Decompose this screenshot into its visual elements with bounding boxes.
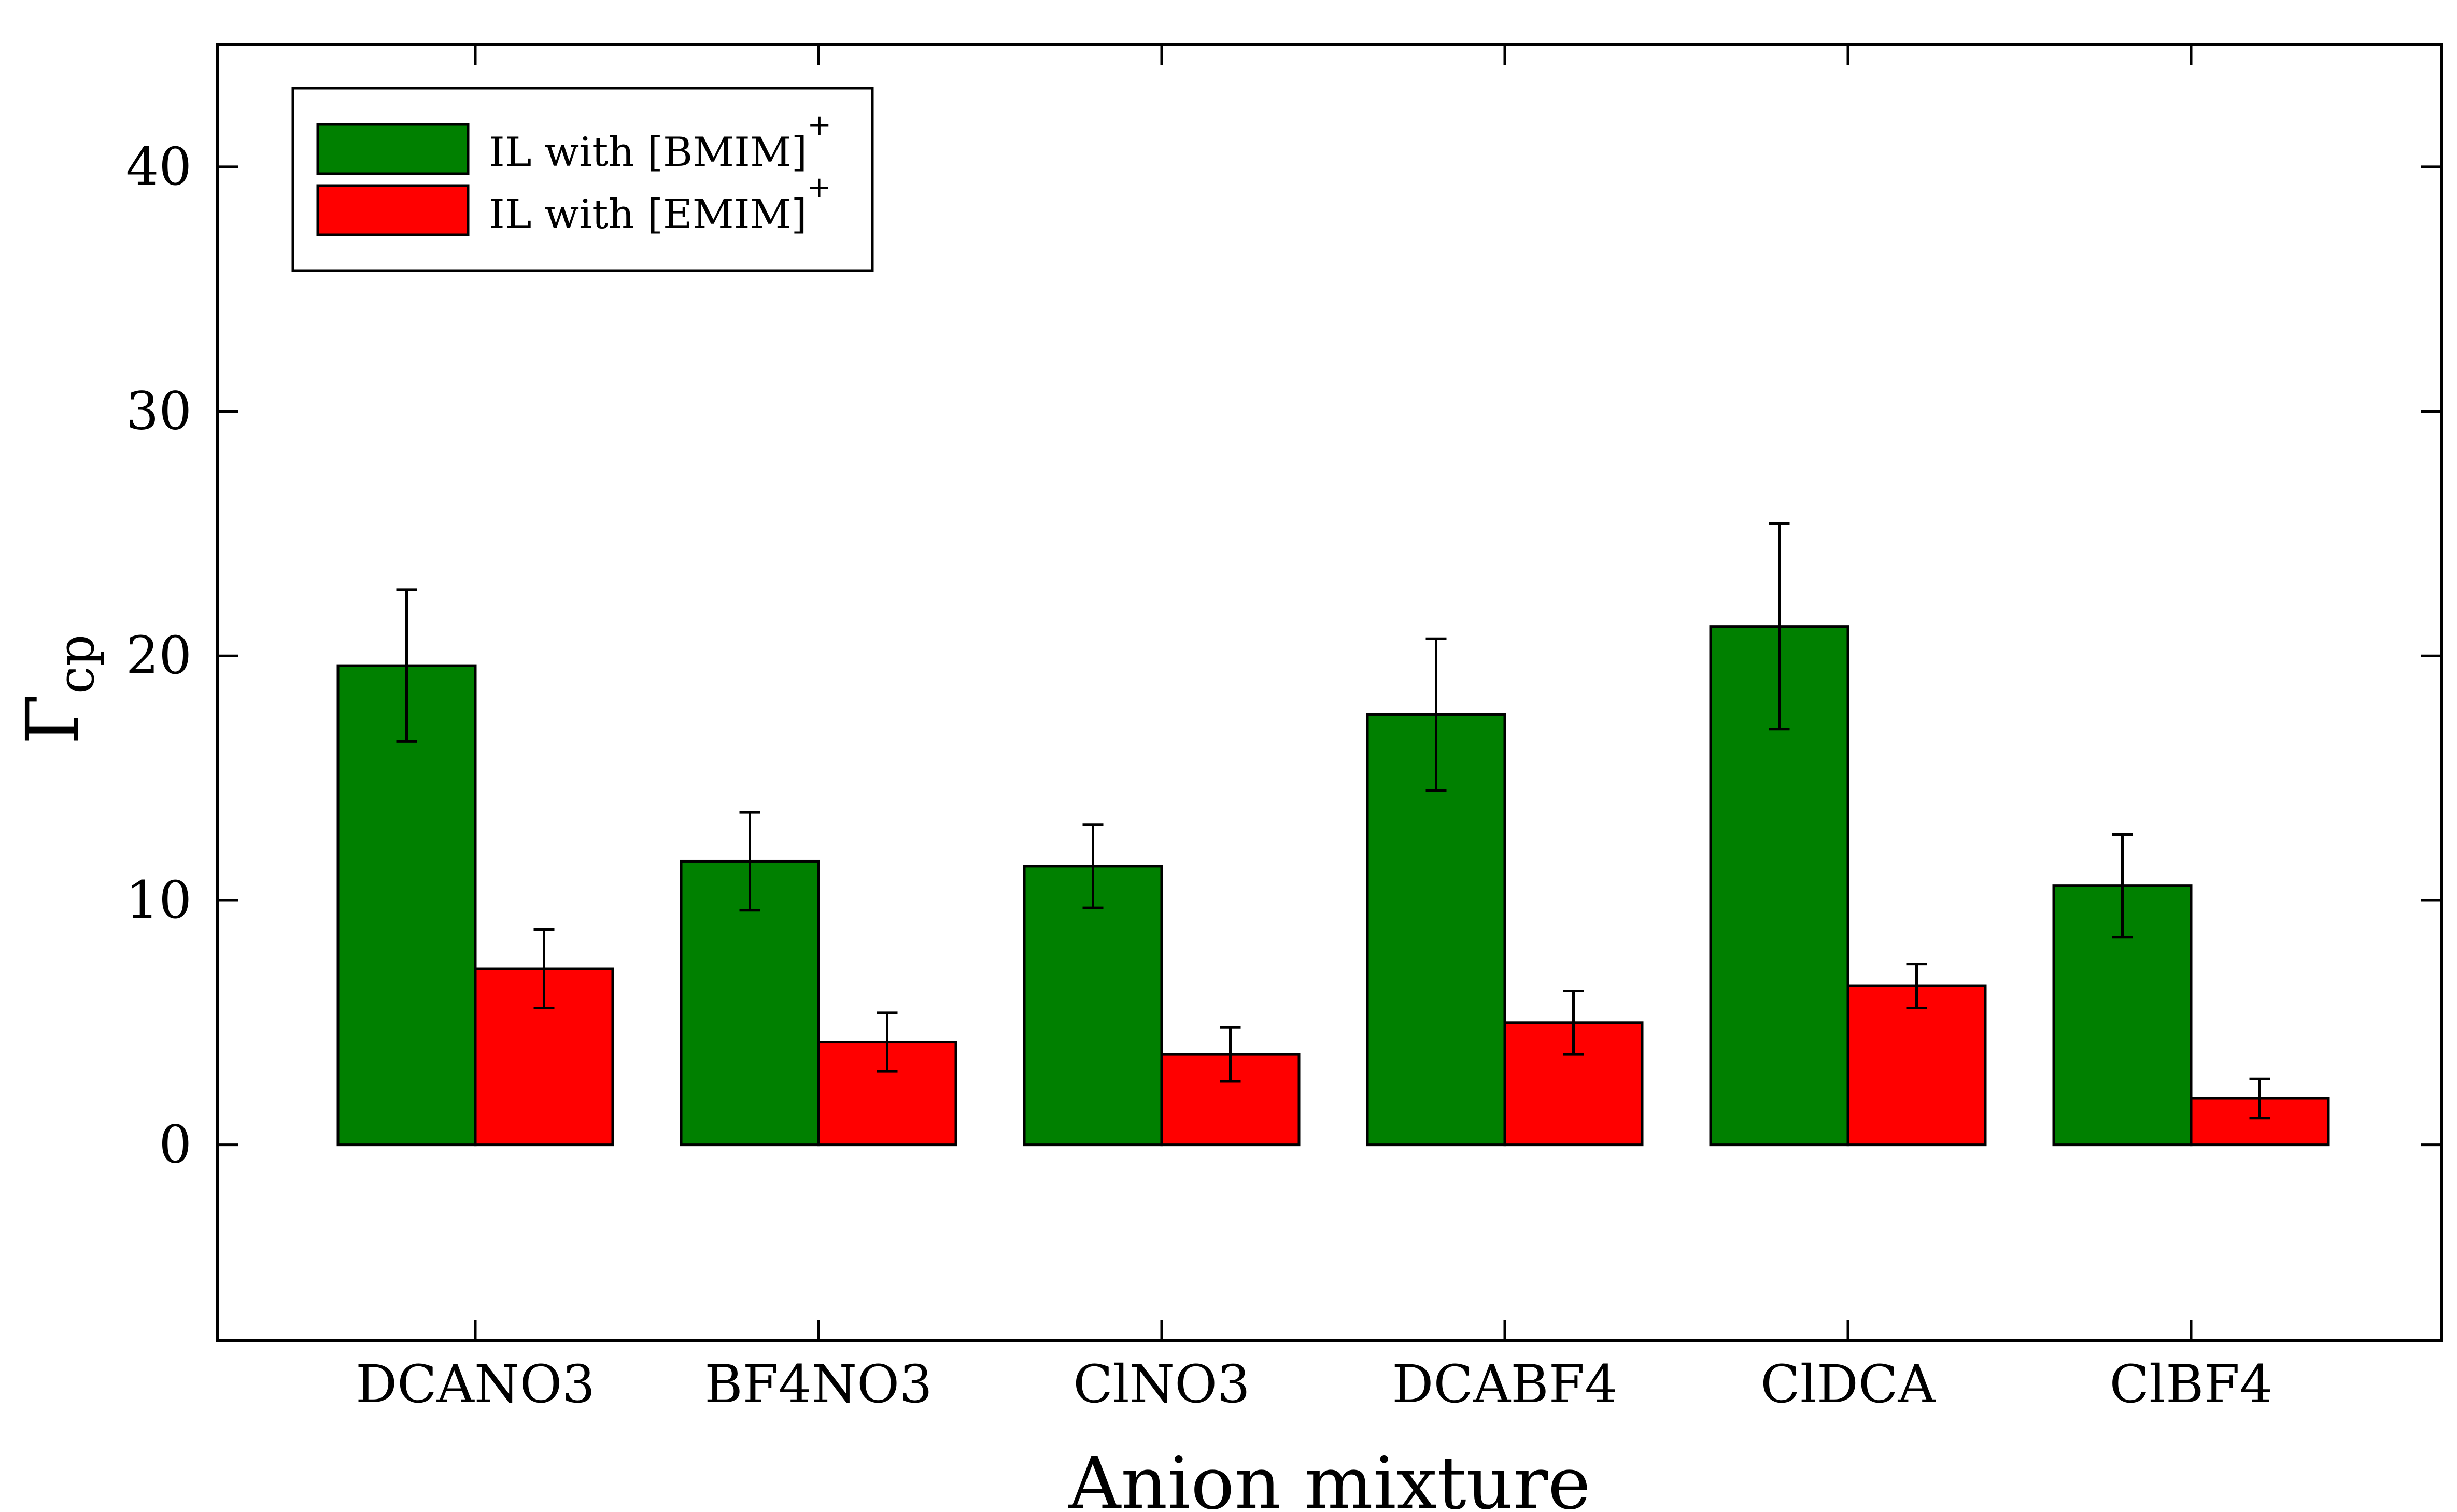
error-bar-dcano3-series-0	[396, 588, 417, 743]
legend-swatch-bmim	[316, 123, 470, 175]
legend-swatch-emim	[316, 184, 470, 236]
svg-text:Γcp: Γcp	[11, 634, 105, 744]
error-bar-clbf4-series-0	[2112, 833, 2133, 939]
ticks-layer	[218, 45, 2441, 1340]
error-bar-clno3-series-1	[1220, 1026, 1241, 1083]
legend-label-emim: IL with [EMIM]+	[489, 171, 831, 238]
error-bar-clno3-series-0	[1082, 823, 1104, 909]
error-bar-bf4no3-series-1	[877, 1011, 898, 1073]
error-bar-cldca-series-0	[1769, 522, 1790, 731]
y-tick-label-40: 40	[126, 136, 192, 197]
x-tick-label-bf4no3: BF4NO3	[704, 1354, 933, 1415]
x-tick-label-dcano3: DCANO3	[356, 1354, 595, 1415]
error-bar-dcano3-series-1	[533, 928, 555, 1009]
error-bar-dcabf4-series-1	[1563, 989, 1584, 1056]
x-tick-label-cldca: ClDCA	[1760, 1354, 1936, 1415]
error-bar-cldca-series-1	[1906, 963, 1927, 1009]
error-bar-dcabf4-series-0	[1425, 637, 1447, 792]
x-axis-title: Anion mixture	[1068, 1442, 1591, 1512]
y-tick-label-0: 0	[159, 1114, 192, 1175]
plot-frame	[216, 43, 2443, 1342]
bar-clno3-series-0	[1023, 865, 1163, 1147]
legend-label-emim-sup: +	[807, 171, 831, 204]
bar-dcano3-series-0	[336, 664, 477, 1147]
x-tick-label-dcabf4: DCABF4	[1392, 1354, 1617, 1415]
error-bar-clbf4-series-1	[2249, 1077, 2270, 1120]
y-tick-labels: 0 10 20 30 40	[126, 136, 192, 1175]
bar-cldca-series-1	[1846, 984, 1987, 1147]
x-tick-labels: DCANO3 BF4NO3 ClNO3 DCABF4 ClDCA ClBF4	[356, 1354, 2273, 1415]
y-axis-title: Γcp	[11, 634, 105, 744]
y-tick-label-10: 10	[126, 870, 192, 930]
legend-box	[291, 87, 874, 272]
error-bar-bf4no3-series-0	[739, 811, 760, 912]
legend-label-bmim: IL with [BMIM]+	[489, 108, 831, 176]
error-bars-layer	[396, 522, 2270, 1120]
legend: IL with [BMIM]+ IL with [EMIM]+	[291, 87, 874, 272]
legend-label-bmim-sup: +	[807, 108, 831, 142]
y-axis-title-subscript: cp	[47, 634, 105, 694]
x-tick-label-clno3: ClNO3	[1073, 1354, 1250, 1415]
bars-layer	[336, 625, 2330, 1147]
bar-bf4no3-series-1	[817, 1041, 957, 1147]
y-axis-title-symbol: Γ	[11, 694, 95, 744]
y-tick-label-20: 20	[126, 625, 192, 686]
y-tick-label-30: 30	[126, 381, 192, 442]
bar-cldca-series-0	[1709, 625, 1849, 1147]
x-tick-label-clbf4: ClBF4	[2110, 1354, 2273, 1415]
